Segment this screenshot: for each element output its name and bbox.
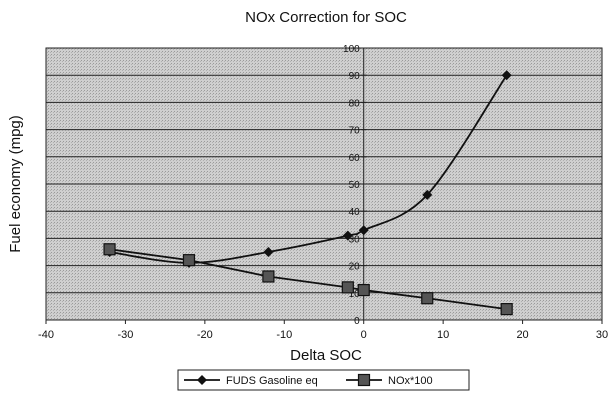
data-point <box>263 247 274 257</box>
y-axis-title: Fuel economy (mpg) <box>7 115 24 253</box>
series-layer <box>103 70 513 316</box>
legend: FUDS Gasoline eq NOx*100 <box>177 369 470 391</box>
y-tick-label: 60 <box>349 153 361 164</box>
legend-item-1: NOx*100 <box>346 373 433 387</box>
data-point <box>341 281 354 294</box>
y-tick-label: 100 <box>343 44 360 55</box>
x-tick-label: -30 <box>117 329 133 341</box>
x-tick-label: 10 <box>437 329 449 341</box>
legend-item-0: FUDS Gasoline eq <box>184 375 318 387</box>
x-axis-title: Delta SOC <box>290 347 362 364</box>
data-point <box>421 292 434 305</box>
data-point <box>358 225 369 236</box>
x-tick-label: 20 <box>516 329 528 341</box>
y-tick-label: 10 <box>349 289 361 300</box>
data-point <box>262 270 275 283</box>
y-tick-label: 30 <box>349 234 361 245</box>
y-tick-label: 70 <box>349 126 361 137</box>
y-tick-label: 0 <box>354 316 360 327</box>
data-point <box>422 189 433 200</box>
legend-swatch-marker <box>197 375 207 385</box>
y-tick-label: 90 <box>349 71 361 82</box>
x-tick-label: -10 <box>276 329 292 341</box>
data-point <box>342 230 353 241</box>
data-point <box>103 243 116 256</box>
legend-box <box>177 369 470 391</box>
y-tick-label: 50 <box>349 180 361 191</box>
y-tick-label: 20 <box>349 262 361 273</box>
chart-title: NOx Correction for SOC <box>245 9 407 26</box>
y-tick-label: 40 <box>349 207 361 218</box>
data-point <box>357 283 370 297</box>
x-tick-label: -40 <box>38 329 54 341</box>
legend-label: FUDS Gasoline eq <box>226 375 318 387</box>
legend-label: NOx*100 <box>388 375 433 387</box>
x-tick-label: 0 <box>361 329 367 341</box>
data-point <box>182 254 196 267</box>
x-tick-label: 30 <box>596 329 608 341</box>
series-1 <box>103 243 513 316</box>
y-tick-labels: 0 10 20 30 40 50 60 70 80 90 100 <box>343 44 360 327</box>
x-tick-label: -20 <box>197 329 213 341</box>
data-point <box>500 303 513 316</box>
legend-swatch-marker <box>357 373 371 387</box>
x-tick-labels: -40 -30 -20 -10 0 10 20 30 <box>38 329 608 341</box>
zero-axis <box>45 47 603 324</box>
y-tick-label: 80 <box>349 98 361 109</box>
data-point <box>501 70 512 81</box>
